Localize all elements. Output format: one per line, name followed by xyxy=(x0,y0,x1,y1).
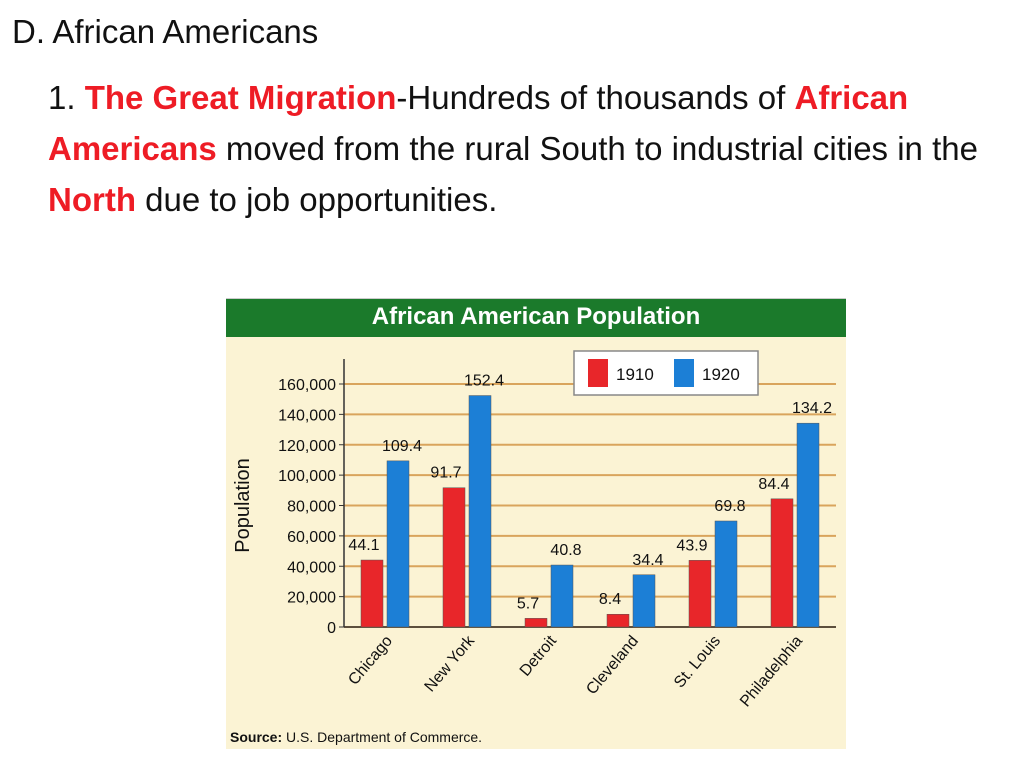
highlight-african-americans: African Americans xyxy=(48,79,909,167)
data-label: 152.4 xyxy=(464,373,504,390)
legend-label-1920: 1920 xyxy=(702,365,740,384)
bar-1910-detroit xyxy=(524,618,548,628)
bar-1920-cleveland xyxy=(632,574,656,628)
chart-source: Source: U.S. Department of Commerce. xyxy=(230,729,482,745)
x-tick-label: Philadelphia xyxy=(737,633,806,711)
data-label: 8.4 xyxy=(599,591,621,608)
y-tick-label: 20,000 xyxy=(287,590,336,607)
legend-swatch-1910 xyxy=(588,359,608,387)
data-label: 40.8 xyxy=(550,542,581,559)
bar-1920-st-louis xyxy=(714,520,738,628)
bullet-point: 1. The Great Migration-Hundreds of thous… xyxy=(48,72,1008,225)
legend-label-1910: 1910 xyxy=(616,365,654,384)
chart-title: African American Population xyxy=(371,303,701,330)
x-tick-label: New York xyxy=(422,632,479,695)
y-tick-label: 60,000 xyxy=(287,529,336,546)
highlight-north: North xyxy=(48,181,136,218)
legend-swatch-1920 xyxy=(674,359,694,387)
term-great-migration: The Great Migration xyxy=(84,79,397,116)
bar-1910-new-york xyxy=(442,487,466,628)
bar-1910-chicago xyxy=(360,559,384,628)
bar-1920-philadelphia xyxy=(796,422,820,628)
x-tick-label: Cleveland xyxy=(583,633,642,698)
bullet-text-3: due to job opportunities. xyxy=(135,181,498,218)
bar-1920-chicago xyxy=(386,460,410,628)
y-tick-label: 160,000 xyxy=(278,377,336,394)
y-axis-label: Population xyxy=(232,458,254,553)
x-tick-label: Detroit xyxy=(517,632,561,679)
y-tick-label: 80,000 xyxy=(287,499,336,516)
data-label: 5.7 xyxy=(517,595,539,612)
bar-1910-st-louis xyxy=(688,560,712,628)
y-tick-label: 140,000 xyxy=(278,407,336,424)
bar-1910-philadelphia xyxy=(770,498,794,628)
bar-1920-new-york xyxy=(468,395,492,628)
x-tick-label: St. Louis xyxy=(671,633,724,692)
data-label: 134.2 xyxy=(792,400,832,417)
chart-plot: 0 20,000 40,000 60,000 80,000 100,000 120,000 1… xyxy=(232,350,836,711)
source-label: Source: xyxy=(230,729,283,745)
bullet-text-1: -Hundreds of thousands of xyxy=(396,79,786,116)
slide-heading: D. African Americans xyxy=(12,13,319,50)
data-label: 84.4 xyxy=(758,476,789,493)
data-label: 34.4 xyxy=(632,552,663,569)
chart: African American Population 0 20,000 40,00… xyxy=(226,298,846,749)
chart-title-bar xyxy=(226,299,846,337)
bar-1920-detroit xyxy=(550,564,574,628)
data-label: 43.9 xyxy=(676,537,707,554)
x-tick-label: Chicago xyxy=(345,633,396,689)
bullet-text-2: moved from the rural South to industrial… xyxy=(216,130,978,167)
bullet-number: 1. xyxy=(48,79,76,116)
y-tick-label: 40,000 xyxy=(287,559,336,576)
source-text: U.S. Department of Commerce. xyxy=(282,729,483,745)
y-tick-label: 120,000 xyxy=(278,438,336,455)
data-label: 91.7 xyxy=(430,465,461,482)
bar-1910-cleveland xyxy=(606,613,630,628)
y-tick-label: 100,000 xyxy=(278,468,336,485)
data-label: 109.4 xyxy=(382,438,422,455)
y-tick-label: 0 xyxy=(327,620,336,637)
data-label: 69.8 xyxy=(714,498,745,515)
data-label: 44.1 xyxy=(348,537,379,554)
